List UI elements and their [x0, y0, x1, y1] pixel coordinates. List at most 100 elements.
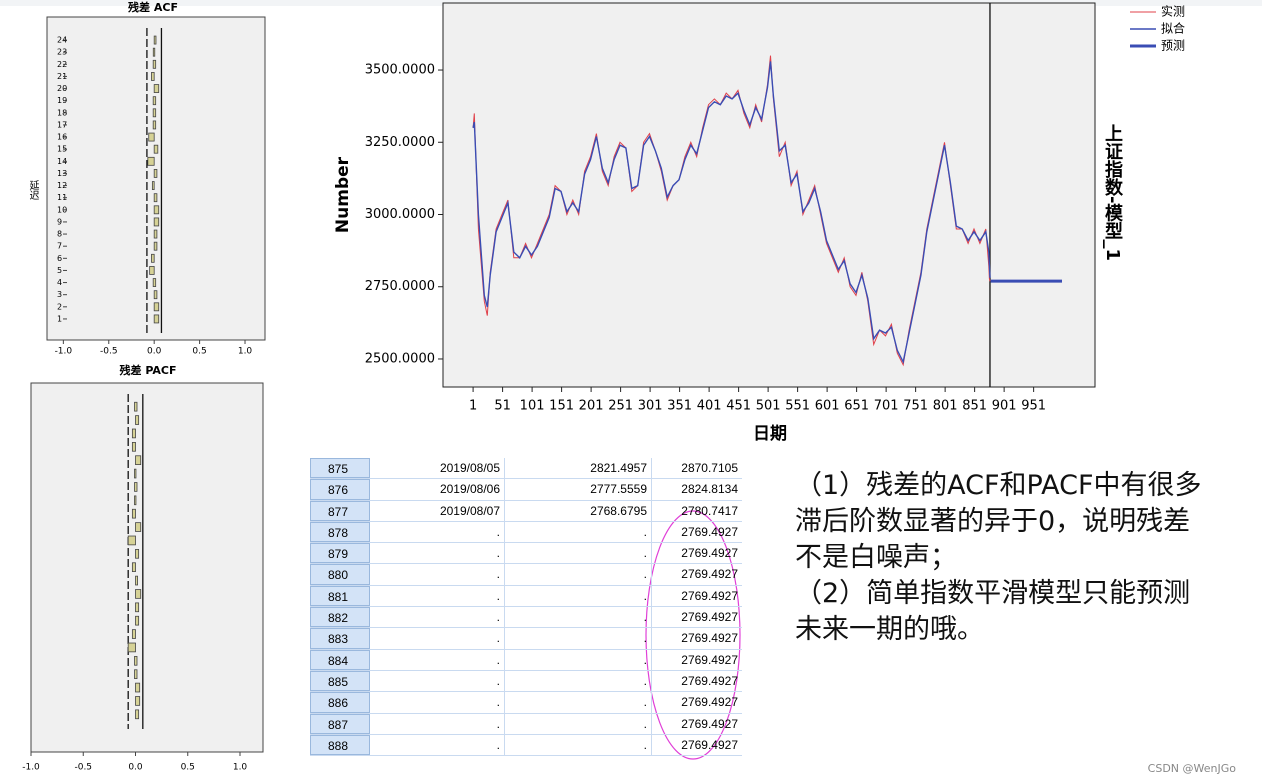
table-cell: 2769.4927	[681, 567, 738, 582]
bar	[151, 72, 155, 81]
bar	[131, 508, 136, 519]
table-cell: 2019/08/06	[370, 479, 505, 500]
y-axis-label: 延迟	[27, 180, 39, 200]
bar	[153, 84, 160, 93]
bar	[153, 144, 159, 154]
x-tick-label: 101	[520, 399, 545, 414]
bar	[148, 132, 155, 142]
bar	[135, 602, 140, 613]
x-tick-label: 1	[469, 399, 477, 414]
x-tick-label: 151	[549, 399, 574, 414]
table-row: 875 2019/08/05 2821.4957 2870.7105	[310, 458, 742, 480]
table-cell: .	[370, 628, 505, 649]
plot-area	[442, 2, 1096, 388]
bar	[153, 193, 158, 203]
bar	[149, 266, 155, 275]
bar	[131, 428, 136, 439]
x-tick-label: 0.0	[147, 347, 162, 357]
bar	[131, 629, 136, 639]
row-header: 876	[310, 479, 370, 500]
bar	[153, 229, 158, 239]
y-axis-label: Number	[333, 156, 353, 233]
y-tick-label: 15	[57, 145, 67, 154]
chart-title: 残差 PACF	[120, 363, 177, 377]
y-tick-label: 23	[57, 48, 67, 57]
table-cell: .	[505, 649, 652, 670]
table-cell: 2769.4927	[681, 737, 738, 752]
table-cell: .	[370, 649, 505, 670]
table-cell: .	[505, 521, 652, 543]
table-cell: 2769.4927	[681, 673, 738, 688]
notes: （1）残差的ACF和PACF中有很多滞后阶数显著的异于0，说明残差不是白噪声；（…	[795, 468, 1215, 648]
y-tick-label: 18	[57, 108, 67, 117]
bar	[135, 682, 141, 693]
data-table: 875 2019/08/05 2821.4957 2870.7105 876 2019/0…	[310, 458, 742, 757]
x-tick-label: 851	[962, 399, 987, 414]
table-cell: 2769.4927	[681, 631, 738, 646]
row-header: 880	[310, 564, 370, 585]
x-tick-label: 1.0	[238, 347, 253, 357]
note-paragraph: （1）残差的ACF和PACF中有很多滞后阶数显著的异于0，说明残差不是白噪声；	[795, 470, 1202, 573]
side-label: 上证指数-模型_1	[1102, 124, 1123, 261]
table-cell: 2769.4927	[681, 588, 738, 603]
x-tick-label: -1.0	[22, 763, 40, 773]
y-tick-label: 14	[57, 157, 67, 166]
bar	[135, 615, 140, 626]
y-tick-label: 3	[57, 290, 62, 299]
bar	[152, 108, 157, 118]
table-row: 883.. 2769.4927	[310, 628, 742, 650]
bar	[147, 156, 155, 166]
y-tick-label: 6	[57, 254, 62, 263]
table-cell: .	[370, 692, 505, 713]
table-cell: 2769.4927	[681, 546, 738, 561]
table-row: 887.. 2769.4927	[310, 713, 742, 735]
bar	[153, 241, 158, 251]
bar	[153, 217, 160, 227]
bar	[153, 302, 160, 312]
x-tick-label: 501	[756, 399, 781, 414]
y-tick-label: 3250.0000	[365, 135, 435, 150]
x-tick-label: -0.5	[100, 347, 118, 357]
x-tick-label: 551	[785, 399, 810, 414]
y-tick-label: 13	[57, 169, 67, 178]
bar	[151, 253, 155, 263]
x-tick-label: 901	[992, 399, 1017, 414]
y-tick-label: 24	[57, 36, 67, 45]
bar	[127, 535, 136, 546]
table-cell: .	[505, 692, 652, 713]
table-cell: 2777.5559	[505, 479, 652, 500]
bar	[134, 655, 138, 666]
x-tick-label: 801	[933, 399, 958, 414]
y-tick-label: 3000.0000	[365, 207, 435, 222]
table-cell: .	[370, 713, 505, 734]
table-cell: 2769.4927	[681, 716, 738, 731]
table-cell: 2019/08/07	[370, 500, 505, 521]
x-tick-label: 401	[697, 399, 722, 414]
bar	[152, 59, 157, 69]
x-tick-label: 601	[815, 399, 840, 414]
row-header: 888	[310, 734, 370, 756]
table-row: 881.. 2769.4927	[310, 585, 742, 608]
x-tick-label: -1.0	[55, 347, 73, 357]
table-cell: .	[505, 564, 652, 585]
y-tick-label: 3500.0000	[365, 63, 435, 78]
row-header: 885	[310, 670, 370, 692]
plot-frame	[30, 382, 264, 753]
y-tick-label: 8	[57, 230, 62, 239]
bar	[135, 575, 138, 586]
x-tick-label: 51	[494, 399, 511, 414]
bar	[134, 669, 138, 680]
bar	[153, 314, 160, 324]
y-tick-label: 19	[57, 96, 67, 105]
watermark: CSDN @WenJGo	[1147, 762, 1236, 775]
x-tick-label: 651	[844, 399, 869, 414]
row-header: 882	[310, 607, 370, 628]
table-cell: .	[505, 543, 652, 564]
table-row: 878.. 2769.4927	[310, 521, 742, 544]
x-tick-label: 701	[874, 399, 899, 414]
table-cell: 2769.4927	[681, 652, 738, 667]
table-cell: .	[505, 670, 652, 692]
table-cell: 2780.7417	[681, 503, 738, 518]
row-header: 879	[310, 543, 370, 564]
table-cell: .	[505, 713, 652, 734]
